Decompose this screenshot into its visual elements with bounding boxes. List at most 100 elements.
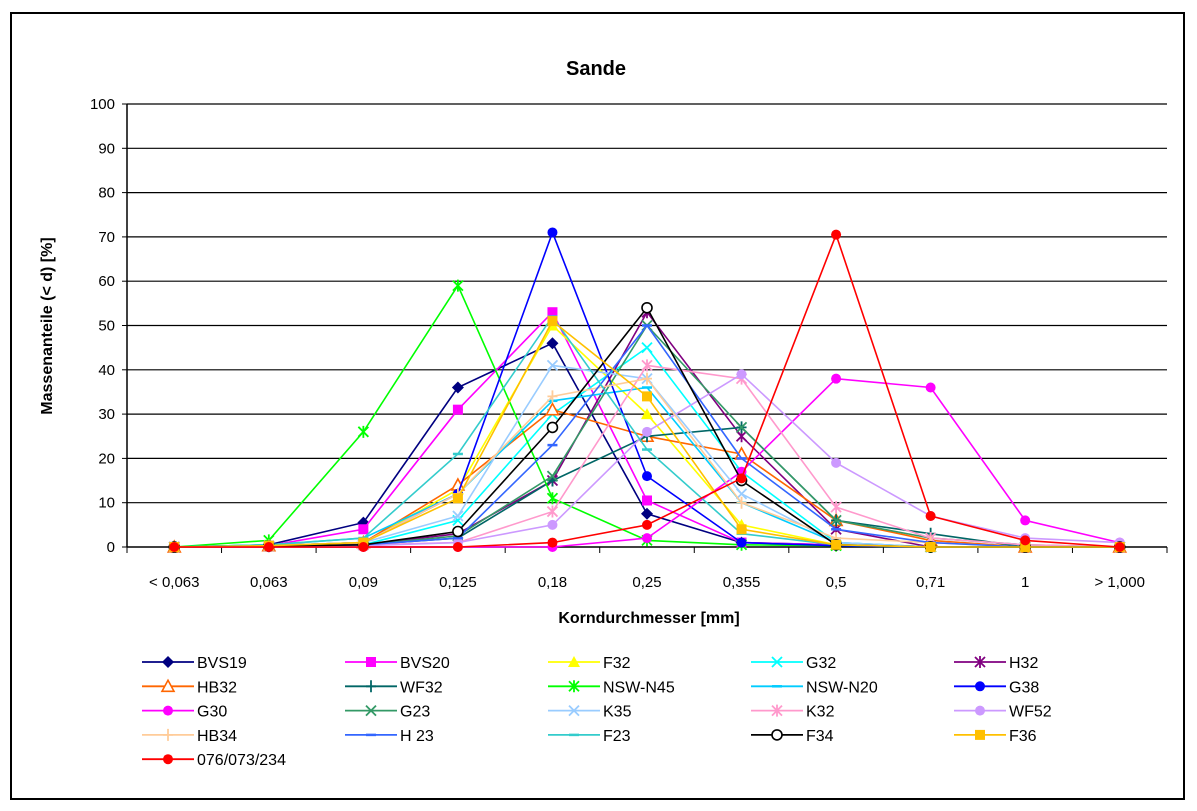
- x-axis-label: Korndurchmesser [mm]: [558, 610, 739, 627]
- legend-marker: [771, 729, 783, 741]
- y-tick-label: 30: [98, 406, 115, 423]
- data-point: [641, 408, 653, 420]
- legend-label: K35: [603, 704, 632, 721]
- legend-item: BVS20: [345, 655, 450, 672]
- data-point: [642, 519, 652, 530]
- series-20: [169, 229, 1125, 552]
- data-point: [831, 457, 842, 468]
- data-point: [925, 510, 936, 521]
- legend-marker: [163, 754, 173, 765]
- data-point: [1114, 542, 1125, 552]
- legend-item: G30: [142, 704, 227, 721]
- data-point: [452, 279, 464, 292]
- data-point: [642, 372, 652, 385]
- data-point: [642, 391, 652, 402]
- legend-label: H32: [1009, 655, 1038, 672]
- legend-marker: [160, 678, 176, 693]
- legend-item: NSW-N20: [751, 679, 878, 696]
- data-point: [546, 359, 559, 372]
- legend-item: G32: [751, 655, 836, 672]
- legend-item: HB32: [142, 678, 237, 696]
- data-point: [831, 229, 842, 240]
- data-point: [736, 524, 747, 535]
- data-point: [546, 505, 559, 518]
- y-tick-label: 80: [98, 185, 115, 202]
- data-point: [547, 227, 558, 238]
- legend-marker: [162, 656, 174, 668]
- y-tick-label: 50: [98, 318, 115, 335]
- legend-item: H 23: [345, 728, 434, 745]
- legend-marker: [568, 656, 580, 667]
- data-point: [925, 382, 936, 393]
- y-tick-label: 10: [98, 495, 115, 512]
- data-point: [263, 542, 274, 552]
- x-tick-label: 0,71: [916, 574, 945, 591]
- legend-item: G38: [954, 679, 1039, 696]
- data-point: [831, 373, 842, 384]
- legend-marker: [163, 728, 173, 741]
- legend-marker: [568, 704, 580, 717]
- data-point: [925, 542, 936, 552]
- data-point: [545, 401, 560, 416]
- y-tick-label: 60: [98, 273, 115, 290]
- legend-label: WF32: [400, 679, 443, 696]
- x-tick-label: 0,125: [439, 574, 477, 591]
- legend-item: F36: [954, 728, 1037, 745]
- y-tick-label: 90: [98, 140, 115, 157]
- legend-item: F32: [548, 655, 631, 672]
- legend-label: NSW-N45: [603, 679, 675, 696]
- chart-title: Sande: [566, 58, 626, 80]
- x-tick-label: < 0,063: [149, 574, 199, 591]
- legend-marker: [975, 705, 985, 716]
- data-point: [546, 492, 559, 505]
- legend-marker: [975, 729, 985, 740]
- legend-label: WF52: [1009, 704, 1052, 721]
- legend-item: WF52: [954, 704, 1052, 721]
- x-tick-label: 0,355: [723, 574, 761, 591]
- data-point: [547, 390, 558, 403]
- legend-label: G30: [197, 704, 227, 721]
- data-point: [546, 470, 559, 482]
- data-point: [547, 519, 558, 530]
- legend-label: F23: [603, 728, 631, 745]
- x-tick-label: 0,09: [349, 574, 378, 591]
- data-point: [736, 369, 747, 380]
- legend-item: 076/073/234: [142, 752, 286, 769]
- data-point: [1020, 515, 1031, 526]
- legend-label: NSW-N20: [806, 679, 878, 696]
- legend-marker: [771, 704, 783, 717]
- data-point: [830, 501, 842, 514]
- y-tick-label: 40: [98, 362, 115, 379]
- data-point: [546, 337, 559, 350]
- data-point: [451, 381, 464, 394]
- x-tick-label: 0,25: [632, 574, 661, 591]
- data-point: [641, 359, 653, 372]
- data-point: [642, 533, 652, 544]
- data-point: [547, 307, 558, 318]
- legend-item: HB34: [142, 728, 237, 745]
- data-point: [358, 524, 369, 535]
- data-point: [358, 542, 369, 552]
- data-point: [452, 510, 464, 522]
- data-point: [452, 525, 464, 538]
- legend-item: K32: [751, 704, 835, 721]
- legend-item: WF32: [345, 679, 443, 696]
- data-point: [547, 537, 558, 548]
- data-point: [1020, 535, 1031, 546]
- data-point: [736, 496, 747, 509]
- legend-item: F34: [751, 728, 834, 745]
- data-point: [642, 426, 652, 437]
- legend-item: F23: [548, 728, 631, 745]
- x-tick-label: 1: [1021, 574, 1029, 591]
- x-tick-label: 0,063: [250, 574, 288, 591]
- x-tick-label: 0,18: [538, 574, 567, 591]
- y-tick-label: 70: [98, 229, 115, 246]
- legend-marker: [771, 656, 783, 668]
- data-point: [830, 514, 842, 527]
- data-point: [735, 421, 748, 434]
- legend-item: NSW-N45: [548, 679, 675, 696]
- data-point: [641, 342, 653, 354]
- x-tick-label: > 1,000: [1094, 574, 1144, 591]
- legend-item: K35: [548, 704, 632, 721]
- data-point: [641, 507, 653, 520]
